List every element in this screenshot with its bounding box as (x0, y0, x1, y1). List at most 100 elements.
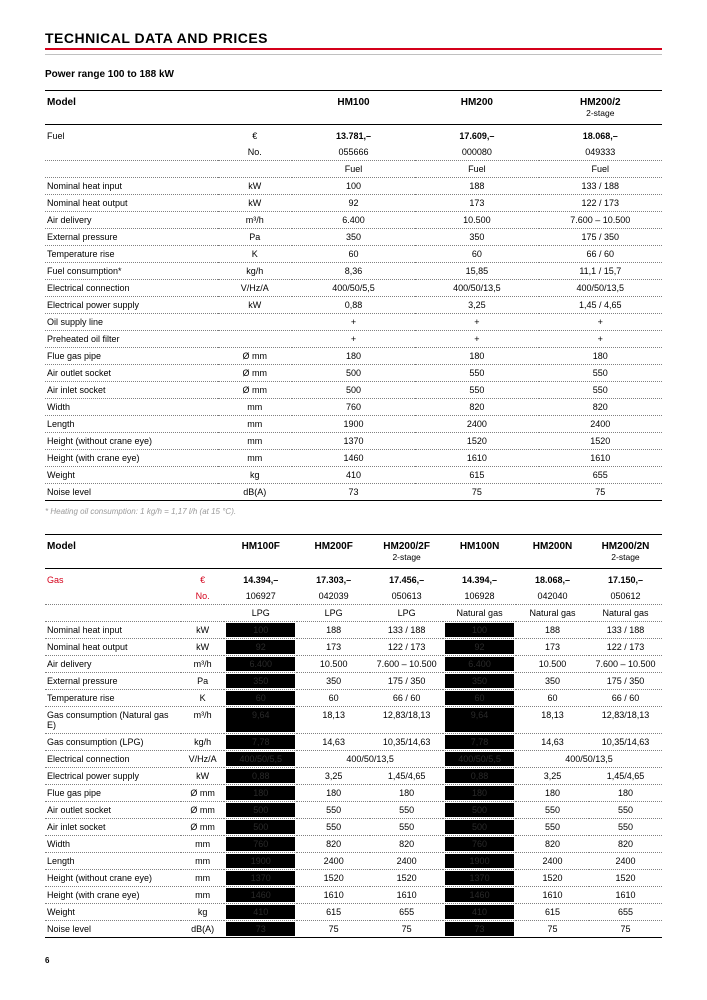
spec-value: 1610 (539, 450, 662, 467)
spec-value: 100 (292, 178, 415, 195)
spec-value: 175 / 350 (539, 229, 662, 246)
spec-unit: K (181, 690, 224, 707)
spec-unit: kg/h (181, 734, 224, 751)
spec-label: Noise level (45, 921, 181, 938)
spec-value: 550 (516, 802, 589, 819)
thin-divider (45, 54, 662, 55)
spec-value: 2400 (370, 853, 443, 870)
spec-value: 350 (297, 673, 370, 690)
spec-value: 188 (415, 178, 538, 195)
spec-value: 1610 (516, 887, 589, 904)
spec-value-redacted: 400/50/5,5 (443, 751, 516, 768)
spec-value: 1,45 / 4,65 (539, 297, 662, 314)
spec-value: + (539, 331, 662, 348)
spec-value: 550 (370, 802, 443, 819)
spec-value: 92 (292, 195, 415, 212)
spec-value-redacted: 73 (224, 921, 297, 938)
spec-value: 18,13 (297, 707, 370, 734)
spec-value: 2400 (297, 853, 370, 870)
spec-value: 2400 (539, 416, 662, 433)
spec-value: 180 (370, 785, 443, 802)
spec-value: 1520 (516, 870, 589, 887)
spec-label: Weight (45, 467, 218, 484)
spec-label: Flue gas pipe (45, 785, 181, 802)
spec-unit: kg/h (218, 263, 292, 280)
spec-value: 75 (370, 921, 443, 938)
spec-value: 550 (297, 819, 370, 836)
spec-value: 1900 (292, 416, 415, 433)
spec-value: 1610 (297, 887, 370, 904)
row-gas-label: Gas (45, 569, 181, 589)
spec-value: 655 (539, 467, 662, 484)
spec-value: 400/50/5,5 (292, 280, 415, 297)
spec-value: 122 / 173 (370, 639, 443, 656)
spec-value-redacted: 7,78 (443, 734, 516, 751)
spec-value: 12,83/18,13 (589, 707, 662, 734)
spec-label: Weight (45, 904, 181, 921)
red-divider (45, 48, 662, 50)
spec-value-redacted: 1900 (443, 853, 516, 870)
spec-value-redacted: 1900 (224, 853, 297, 870)
spec-value: 188 (297, 622, 370, 639)
spec-label: Height (with crane eye) (45, 450, 218, 467)
spec-unit: Ø mm (181, 785, 224, 802)
spec-value-redacted: 9,64 (224, 707, 297, 734)
price: 13.781,– (292, 125, 415, 145)
spec-label: Air delivery (45, 656, 181, 673)
spec-unit: kg (218, 467, 292, 484)
spec-value: 180 (292, 348, 415, 365)
spec-unit: mm (181, 853, 224, 870)
spec-value: 1610 (415, 450, 538, 467)
spec-value: 180 (516, 785, 589, 802)
spec-value: 2400 (516, 853, 589, 870)
spec-value: 73 (292, 484, 415, 501)
spec-label: Nominal heat output (45, 639, 181, 656)
spec-unit (218, 331, 292, 348)
spec-value: 66 / 60 (370, 690, 443, 707)
spec-label: Air inlet socket (45, 819, 181, 836)
spec-value-redacted: 7,78 (224, 734, 297, 751)
spec-value: 1520 (539, 433, 662, 450)
spec-value-redacted: 180 (443, 785, 516, 802)
spec-value: 1,45/4,65 (589, 768, 662, 785)
spec-value: 550 (516, 819, 589, 836)
spec-value: + (539, 314, 662, 331)
spec-value: 133 / 188 (370, 622, 443, 639)
spec-unit: m³/h (181, 656, 224, 673)
spec-value: 66 / 60 (589, 690, 662, 707)
spec-value: + (292, 331, 415, 348)
spec-value: + (415, 314, 538, 331)
spec-label: Preheated oil filter (45, 331, 218, 348)
spec-value: 7.600 – 10.500 (370, 656, 443, 673)
col-model: Model (45, 535, 181, 569)
spec-value: 180 (297, 785, 370, 802)
spec-value-redacted: 0,88 (443, 768, 516, 785)
spec-label: Flue gas pipe (45, 348, 218, 365)
page-subtitle: Power range 100 to 188 kW (45, 69, 662, 80)
spec-value: 133 / 188 (589, 622, 662, 639)
spec-value-redacted: 350 (224, 673, 297, 690)
spec-unit: Pa (218, 229, 292, 246)
spec-value: 10,35/14,63 (589, 734, 662, 751)
price: 18.068,– (516, 569, 589, 589)
spec-value-redacted: 500 (443, 802, 516, 819)
unit: No. (218, 144, 292, 161)
spec-value-redacted: 92 (224, 639, 297, 656)
price: 17.456,– (370, 569, 443, 589)
spec-value-redacted: 410 (443, 904, 516, 921)
spec-unit: Ø mm (218, 365, 292, 382)
spec-value: 14,63 (297, 734, 370, 751)
spec-value: 180 (589, 785, 662, 802)
spec-value: 350 (292, 229, 415, 246)
spec-value: 1520 (370, 870, 443, 887)
footnote: * Heating oil consumption: 1 kg/h = 1,17… (45, 507, 662, 516)
item-no: 042040 (516, 588, 589, 605)
spec-unit: mm (218, 416, 292, 433)
col-header: HM200N (516, 535, 589, 569)
fuel-type: Fuel (539, 161, 662, 178)
price: 17.303,– (297, 569, 370, 589)
item-no: 050613 (370, 588, 443, 605)
item-no: 042039 (297, 588, 370, 605)
spec-label: Air delivery (45, 212, 218, 229)
spec-value: 173 (516, 639, 589, 656)
